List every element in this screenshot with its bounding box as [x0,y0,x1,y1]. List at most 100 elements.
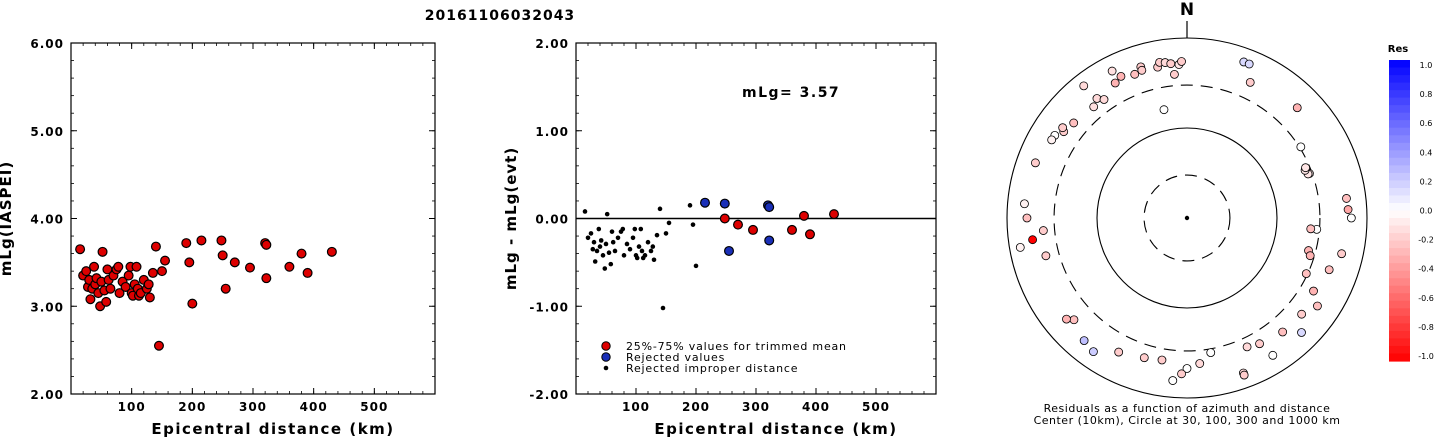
colorbar-tick-label: 0.2 [1420,177,1433,186]
legend-marker [601,352,611,362]
data-point-improper [612,248,618,254]
data-point-improper [638,226,644,232]
residual-point [1022,213,1032,223]
data-point [131,261,142,272]
data-point [81,266,92,277]
data-point-improper [588,231,594,236]
colorbar-segment [1389,67,1410,76]
y-tick-label: -2.00 [529,388,569,402]
data-point-improper [590,246,596,252]
data-point-rejected [723,245,734,256]
legend-marker [603,365,609,371]
residual-point [1069,118,1079,128]
residual-point [1107,66,1117,76]
y-tick-label: 4.00 [30,213,64,227]
y-tick-label: 1.00 [535,125,569,139]
data-point-improper [630,235,636,241]
residual-point [1130,69,1140,79]
data-point-improper [609,229,615,234]
data-point-improper [657,206,663,212]
residual-point [1195,359,1205,368]
legend-label: Rejected values [626,351,725,364]
colorbar-segment [1389,300,1410,309]
data-point [120,281,131,292]
y-tick-label: 2.00 [30,388,64,402]
data-point [85,294,96,305]
x-axis-label: Epicentral distance (km) [151,420,394,438]
data-point-rejected [699,197,710,208]
colorbar-segment [1389,112,1410,121]
data-point [143,279,154,290]
colorbar-segment [1389,90,1410,99]
y-tick-label: 2.00 [535,37,569,51]
residual-point [1177,369,1186,379]
data-point-improper [651,257,657,263]
data-point-improper [645,239,651,245]
distance-ring-30km [1143,174,1231,262]
data-point [196,235,207,246]
residual-point [1301,269,1311,279]
residual-point [1309,286,1318,296]
y-tick-label: 6.00 [30,37,64,51]
colorbar-segment [1389,180,1410,189]
residual-point [1278,327,1288,337]
residual-point [1166,59,1176,69]
magnitude-annotation: mLg= 3.57 [742,85,840,101]
residual-point [1020,199,1029,209]
data-point-improper [604,211,610,217]
data-point-improper [690,222,696,227]
data-point-improper [693,263,699,269]
residual-point [1306,224,1316,234]
data-point [284,261,295,272]
data-point-improper [615,235,621,241]
data-point-accepted [732,219,743,230]
residual-point [1301,163,1310,173]
data-point [113,261,124,272]
data-point-improper [608,261,614,267]
colorbar-segment [1389,285,1410,294]
colorbar-segment [1389,240,1410,249]
data-point-improper [621,253,627,258]
x-tick-label: 400 [300,400,328,414]
colorbar-segment [1389,293,1410,302]
data-point-improper [624,241,630,247]
data-point [261,273,272,284]
residual-point [1324,265,1334,275]
colorbar-segment [1389,75,1410,84]
data-point-improper [632,226,638,232]
polar-panel: N Residuals as a function of azimuth and … [1006,0,1368,427]
colorbar-segment [1389,233,1410,242]
colorbar-segment [1389,210,1410,219]
colorbar-segment [1389,353,1410,362]
residual-point [1116,71,1126,81]
data-point-improper [666,220,672,226]
colorbar-segment [1389,135,1410,144]
data-point-rejected [764,202,775,213]
data-point [147,267,158,278]
legend: 25%-75% values for trimmed meanRejected … [601,340,846,375]
colorbar-segment [1389,315,1410,324]
residual-point [1099,95,1109,104]
data-point [150,241,161,252]
data-point [101,296,112,307]
data-point-accepted [747,224,758,235]
polar-caption-line2: Center (10km), Circle at 30, 100, 300 an… [1034,414,1341,427]
x-tick-label: 500 [862,400,890,414]
residual-point [1110,78,1120,88]
data-point [217,250,228,261]
data-point [216,235,227,246]
residual-point [1296,142,1306,152]
colorbar-tick-label: -0.8 [1418,323,1434,332]
residual-point [1069,315,1079,325]
colorbar-tick-label: 0.0 [1420,207,1433,216]
data-point-improper [642,253,648,258]
data-point-improper [598,238,604,243]
data-point-accepted [804,229,815,240]
colorbar-segment [1389,308,1410,317]
legend-marker [601,341,611,351]
distance-ring-1000km [1006,37,1368,399]
residual-point [1337,249,1347,259]
colorbar-segment [1389,345,1410,355]
